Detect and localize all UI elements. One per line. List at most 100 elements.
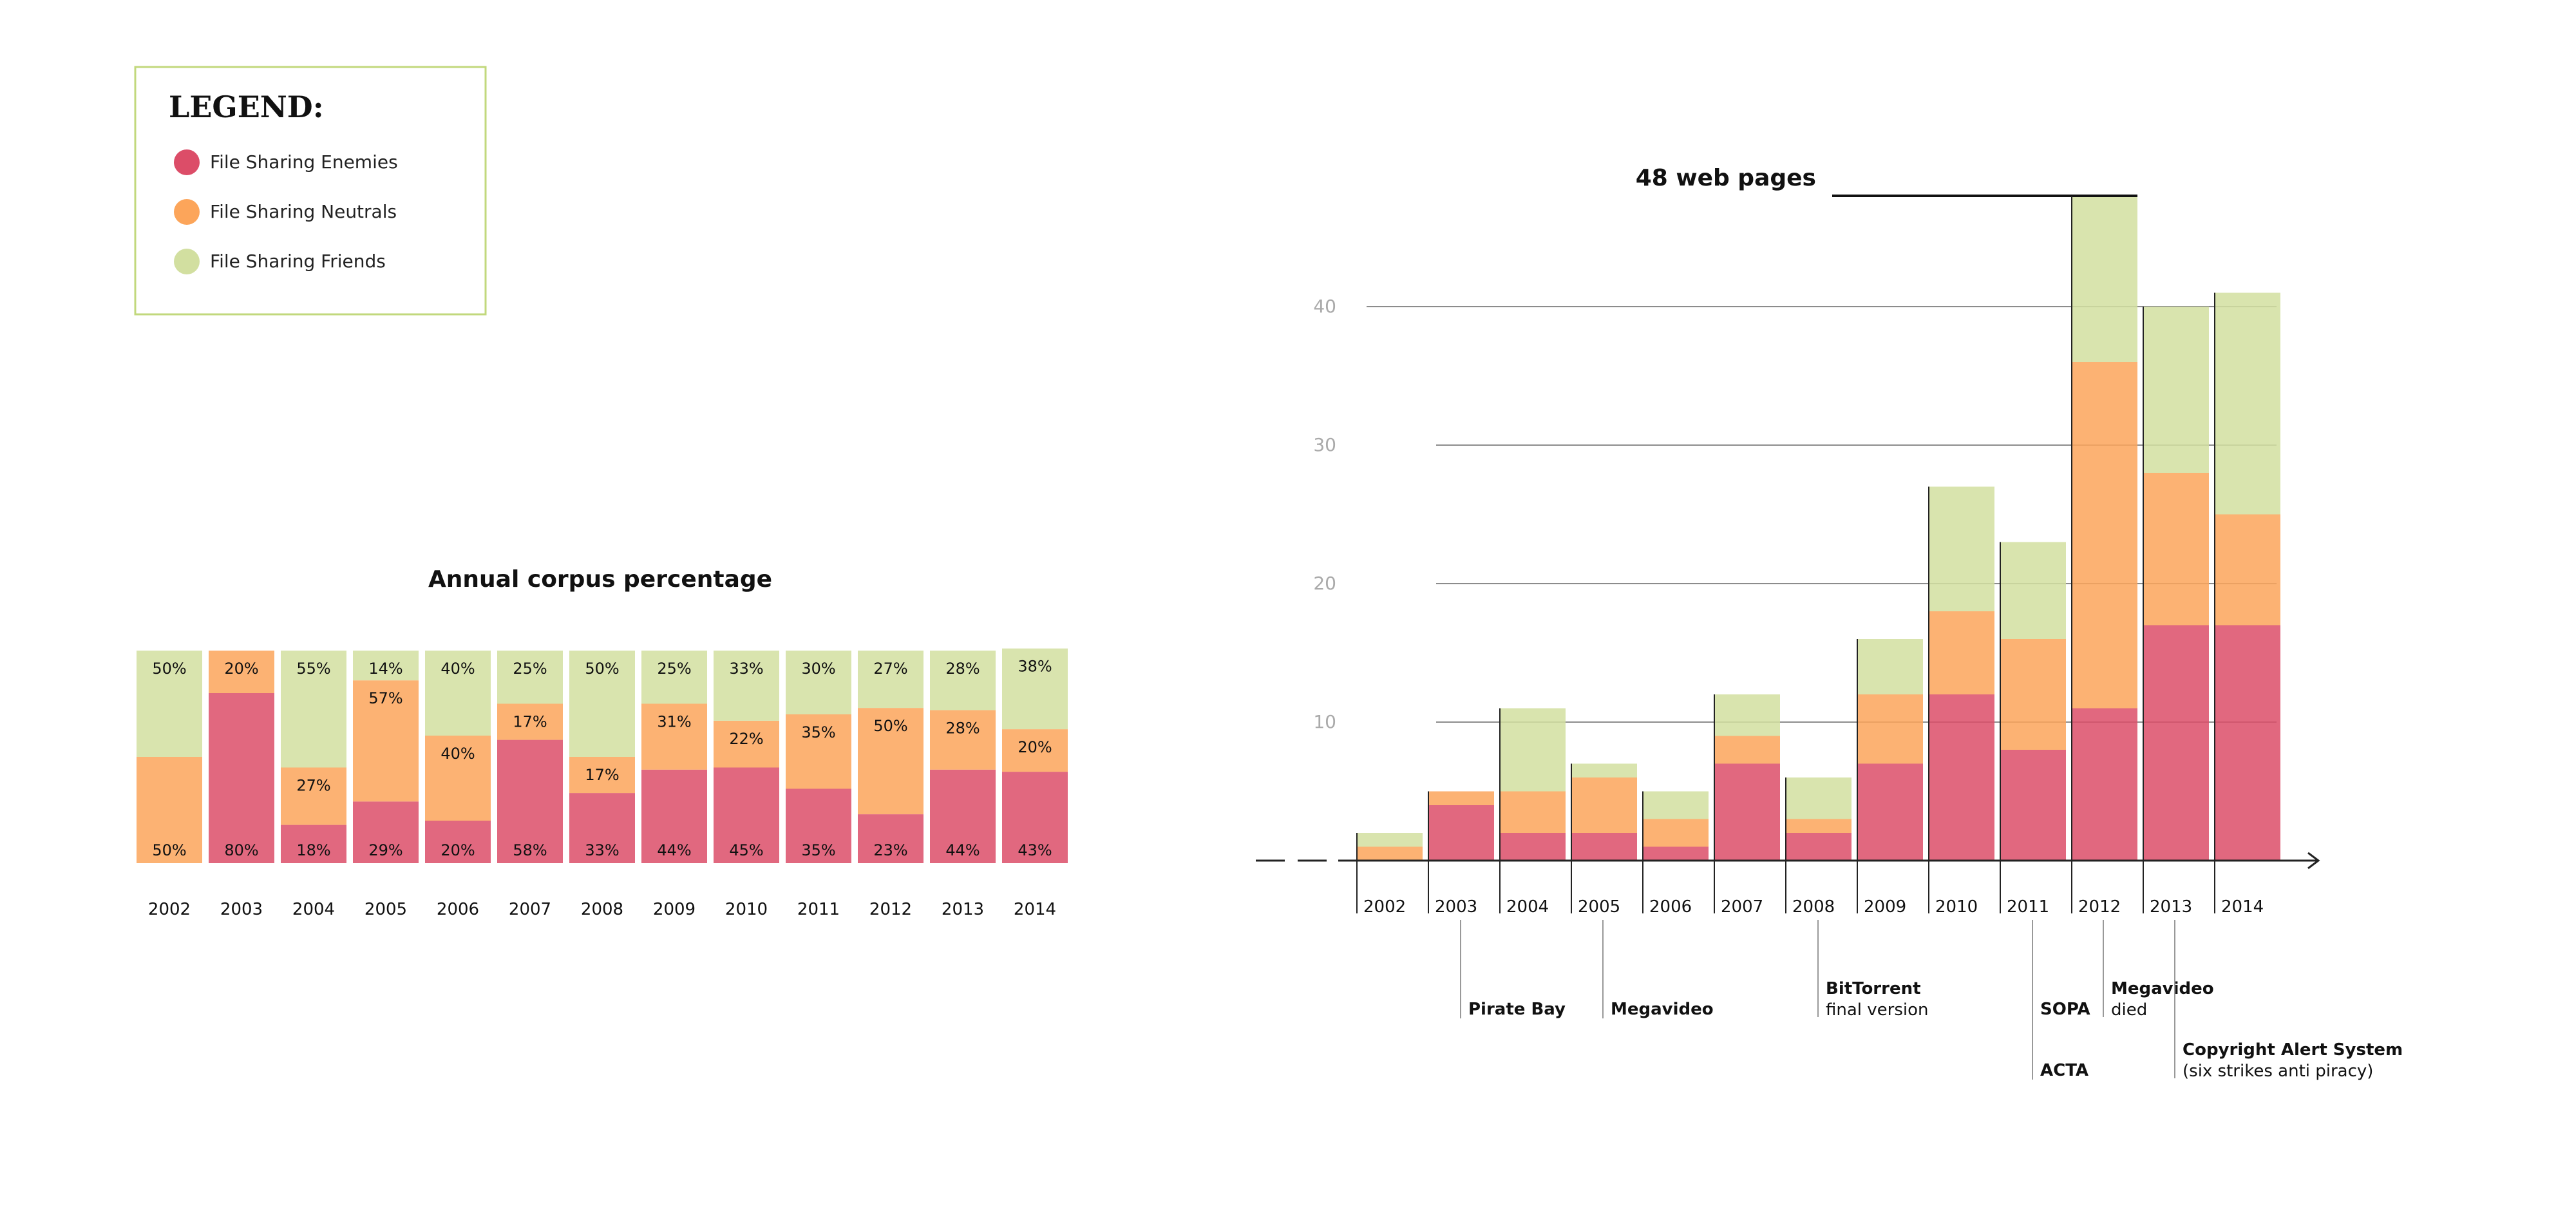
pct-label-2010-2: 33%: [729, 660, 763, 678]
pct-bar-2013-friends: [930, 651, 996, 710]
count-bar-2010-friends: [1929, 486, 1994, 611]
pct-bar-2006-friends: [425, 651, 491, 736]
count-bar-2009-friends: [1857, 639, 1923, 694]
count-bar-2005-neutrals: [1571, 777, 1637, 833]
count-bar-2008-enemies: [1786, 833, 1852, 861]
y-tick-20: 20: [1313, 573, 1336, 594]
count-bar-2006-enemies: [1643, 846, 1709, 861]
event-text-4-0: ACTA: [2040, 1061, 2088, 1080]
pct-bar-2005-enemies: [353, 801, 419, 863]
y-tick-30: 30: [1313, 434, 1336, 455]
pct-year-2013: 2013: [942, 900, 984, 919]
pct-bar-2012-friends: [858, 651, 923, 709]
count-year-2008: 2008: [1792, 897, 1835, 917]
count-bar-2011-neutrals: [2000, 639, 2066, 750]
pct-label-2006-0: 20%: [440, 841, 475, 859]
pct-bar-2004-enemies: [281, 825, 346, 863]
count-year-2005: 2005: [1578, 897, 1620, 917]
legend-title: LEGEND:: [169, 90, 324, 124]
pct-year-2007: 2007: [509, 900, 551, 919]
count-bar-2009-enemies: [1857, 763, 1923, 861]
pct-bar-2008-friends: [569, 651, 635, 757]
pct-bar-2008-neutrals: [569, 757, 635, 794]
count-bar-2003-enemies: [1428, 805, 1494, 861]
count-bar-2013-friends: [2143, 307, 2209, 473]
pct-label-2012-0: 23%: [873, 841, 907, 859]
count-bar-2008-friends: [1786, 777, 1852, 819]
pct-year-2006: 2006: [437, 900, 479, 919]
pct-bar-2006-neutrals: [425, 736, 491, 821]
count-bar-2002-friends: [1357, 833, 1423, 847]
pct-year-2010: 2010: [725, 900, 768, 919]
legend: LEGEND: File Sharing Enemies File Sharin…: [134, 66, 487, 316]
pct-label-2004-2: 55%: [296, 660, 330, 678]
count-chart: 10 20 30 40 2002 2003 2004 2005 2006 2007 2008 200…: [1256, 165, 2403, 1081]
pct-bar-2007-neutrals: [497, 703, 563, 740]
pct-bar-2014-friends: [1002, 648, 1068, 730]
pct-label-2006-2: 40%: [440, 660, 475, 678]
pct-bar-2011-enemies: [786, 788, 851, 863]
pct-label-2013-0: 44%: [945, 841, 980, 859]
pct-bar-2014-enemies: [1002, 772, 1068, 863]
event-text-6-0: Copyright Alert System: [2183, 1040, 2403, 1060]
pct-bar-2003-enemies: [209, 693, 274, 863]
percentage-bars: [137, 648, 1068, 863]
pct-bar-2009-enemies: [641, 769, 707, 863]
legend-label-friends: File Sharing Friends: [210, 251, 386, 272]
pct-label-2004-1: 27%: [296, 777, 330, 795]
count-bar-2012-enemies: [2072, 708, 2137, 861]
pct-label-2005-2: 14%: [368, 660, 402, 678]
pct-bar-2006-enemies: [425, 821, 491, 863]
count-bar-2012-neutrals: [2072, 362, 2137, 709]
pct-bar-2004-friends: [281, 651, 346, 768]
pct-label-2002-1: 50%: [152, 660, 186, 678]
pct-label-2009-2: 25%: [657, 660, 691, 678]
event-text-5-1: died: [2111, 1000, 2147, 1020]
pct-label-2005-0: 29%: [368, 841, 402, 859]
pct-label-2010-0: 45%: [729, 841, 763, 859]
pct-label-2004-0: 18%: [296, 841, 330, 859]
event-text-0-0: Pirate Bay: [1468, 1000, 1566, 1019]
pct-bar-2012-neutrals: [858, 708, 923, 815]
pct-bar-2013-enemies: [930, 769, 996, 863]
count-year-2007: 2007: [1721, 897, 1763, 917]
pct-label-2014-0: 43%: [1018, 841, 1052, 859]
pct-label-2011-0: 35%: [801, 841, 835, 859]
pct-bar-2009-neutrals: [641, 703, 707, 770]
count-year-2006: 2006: [1649, 897, 1692, 917]
pct-bar-2005-friends: [353, 651, 419, 681]
pct-label-2003-0: 80%: [224, 841, 258, 859]
count-year-2009: 2009: [1864, 897, 1906, 917]
legend-label-enemies: File Sharing Enemies: [210, 151, 398, 173]
percentage-chart: Annual corpus percentage 50% 50% 80% 20% 18%…: [137, 566, 1068, 919]
count-bar-2011-enemies: [2000, 750, 2066, 861]
pct-bar-2011-friends: [786, 651, 851, 714]
count-bar-2008-neutrals: [1786, 819, 1852, 833]
count-bar-2007-neutrals: [1714, 736, 1780, 764]
pct-bar-2013-neutrals: [930, 710, 996, 770]
pct-label-2014-1: 20%: [1018, 738, 1052, 756]
y-tick-40: 40: [1313, 296, 1336, 317]
count-year-2002: 2002: [1363, 897, 1406, 917]
pct-bar-2008-enemies: [569, 793, 635, 863]
pct-bar-2003-neutrals: [209, 651, 274, 693]
percentage-value-labels: 50% 50% 80% 20% 18% 27% 55% 29% 57% 14% 20% 40% 40% 5…: [152, 658, 1052, 859]
x-axis-arrow: [2307, 852, 2320, 870]
count-bar-2004-friends: [1500, 708, 1566, 792]
legend-swatch-neutrals: [174, 199, 200, 225]
count-year-2013: 2013: [2150, 897, 2192, 917]
pct-bar-2009-friends: [641, 651, 707, 704]
count-event-annotations: Pirate Bay Megavideo BitTorrent final versi…: [1460, 920, 2403, 1081]
count-bar-2009-neutrals: [1857, 694, 1923, 764]
pct-label-2012-2: 27%: [873, 660, 907, 678]
pct-label-2007-2: 25%: [513, 660, 547, 678]
percentage-chart-title: Annual corpus percentage: [428, 566, 772, 593]
percentage-year-labels: 2002 2003 2004 2005 2006 2007 2008 2009 2010 2011…: [148, 900, 1056, 919]
count-year-2012: 2012: [2078, 897, 2121, 917]
pct-bar-2014-neutrals: [1002, 729, 1068, 772]
count-bar-2004-enemies: [1500, 833, 1566, 861]
pct-label-2007-0: 58%: [513, 841, 547, 859]
pct-bar-2002-neutrals: [137, 757, 202, 863]
